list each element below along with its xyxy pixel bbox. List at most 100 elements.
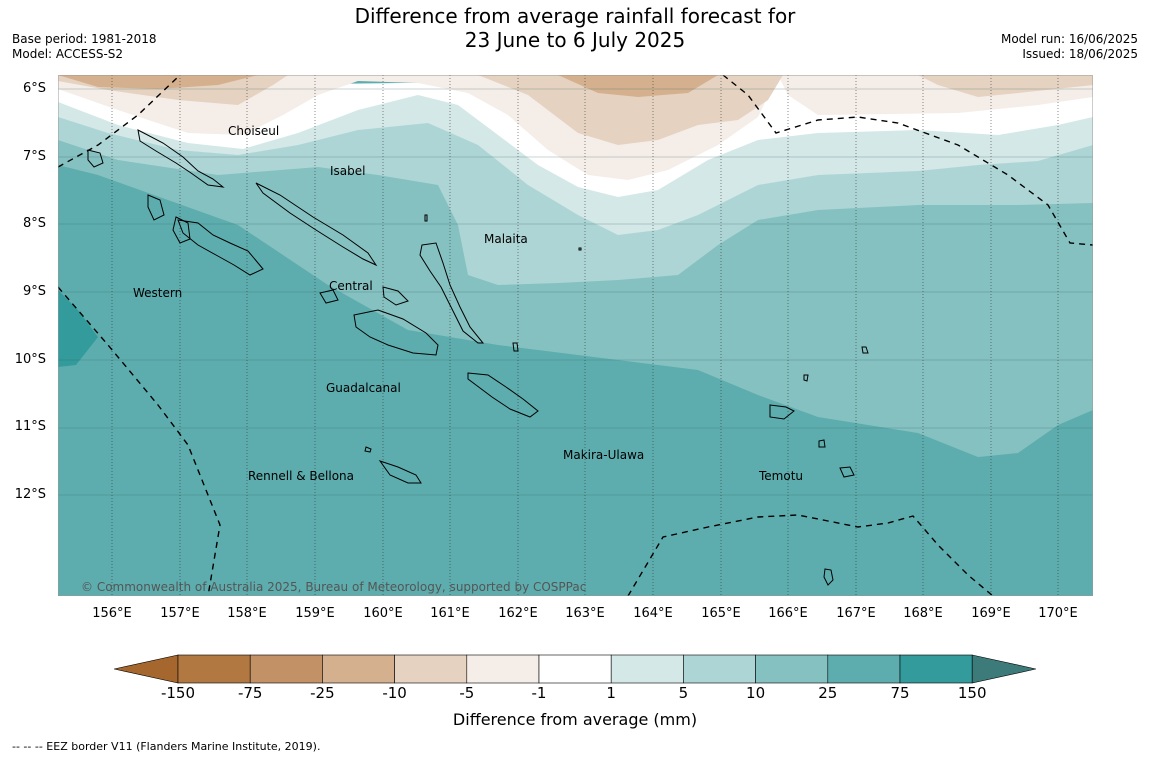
colorbar-segment <box>610 654 684 684</box>
lat-label-11s: 11°S <box>14 419 46 434</box>
colorbar-segment <box>899 654 973 684</box>
region-label-western: Western <box>133 286 183 300</box>
malaita-island <box>419 242 485 344</box>
makira-island <box>467 372 539 418</box>
colorbar-tick-label: 150 <box>957 684 987 702</box>
colorbar-segment <box>755 654 829 684</box>
colorbar-segment <box>538 654 612 684</box>
colorbar-tick-label: 10 <box>746 684 766 702</box>
colorbar-tick-label: -150 <box>160 684 196 702</box>
lon-label-161e: 161°E <box>430 606 470 621</box>
lon-label-169e: 169°E <box>971 606 1011 621</box>
colorbar-segment <box>177 654 251 684</box>
ontong-java-island <box>424 214 428 222</box>
colorbar-segment <box>394 654 468 684</box>
lon-label-158e: 158°E <box>227 606 267 621</box>
colorbar-segment <box>683 654 756 684</box>
bellona-island <box>364 446 372 453</box>
colorbar-tick-label: 75 <box>890 684 910 702</box>
lat-gridlines <box>58 88 1093 496</box>
base-period: Base period: 1981-2018 <box>12 32 157 46</box>
ranongga-island <box>147 194 165 221</box>
lon-label-166e: 166°E <box>768 606 808 621</box>
issued-date: Issued: 18/06/2025 <box>1022 47 1138 61</box>
meta-left: Base period: 1981-2018 Model: ACCESS-S2 <box>12 32 157 62</box>
region-label-choiseul: Choiseul <box>228 124 280 138</box>
lon-label-157e: 157°E <box>160 606 200 621</box>
shortland-island <box>87 149 104 168</box>
lon-label-164e: 164°E <box>633 606 673 621</box>
colorbar-tick-label: 25 <box>818 684 838 702</box>
colorbar-segment <box>827 654 901 684</box>
russell-island <box>382 286 409 306</box>
eez-border <box>58 75 1093 596</box>
region-label-temotu: Temotu <box>759 469 804 483</box>
isabel-island <box>255 182 378 267</box>
band-neg10-neg5 <box>58 75 1093 145</box>
guadalcanal-island <box>353 309 439 356</box>
region-label-malaita: Malaita <box>484 232 528 246</box>
band-neg25-neg10 <box>58 75 718 97</box>
nggela-island <box>319 289 339 304</box>
model-name: Model: ACCESS-S2 <box>12 47 124 61</box>
vella-lavella-island <box>172 216 191 244</box>
tikopia-island <box>823 568 834 586</box>
colorbar-segments <box>114 654 1036 684</box>
utupua-island <box>818 439 826 448</box>
lat-label-7s: 7°S <box>22 149 46 164</box>
lat-label-9s: 9°S <box>22 284 46 299</box>
lat-label-6s: 6°S <box>22 81 46 96</box>
colorbar-tick-label: -1 <box>531 684 547 702</box>
ulawa-island <box>512 342 519 352</box>
rainfall-map <box>58 75 1093 596</box>
model-run: Model run: 16/06/2025 <box>1000 32 1138 46</box>
vanikoro-island <box>839 466 855 478</box>
sikaiana-island <box>578 247 582 251</box>
colorbar-extend-high <box>971 654 1036 684</box>
title-line-1: Difference from average rainfall forecas… <box>354 4 796 28</box>
new-georgia-island <box>177 219 264 276</box>
eez-footnote: -- -- -- EEZ border V11 (Flanders Marine… <box>12 740 321 753</box>
colorbar-label: Difference from average (mm) <box>452 710 698 729</box>
lon-label-156e: 156°E <box>92 606 132 621</box>
colorbar-segment <box>466 654 540 684</box>
colorbar-tick-label: 5 <box>678 684 689 702</box>
meta-right: Model run: 16/06/2025 Issued: 18/06/2025 <box>1001 32 1138 62</box>
copyright-notice: © Commonwealth of Australia 2025, Bureau… <box>81 580 587 594</box>
colorbar-segment <box>249 654 323 684</box>
colorbar-segment <box>322 654 395 684</box>
map-frame <box>58 75 1093 596</box>
region-label-isabel: Isabel <box>330 164 366 178</box>
rennell-island <box>378 460 422 484</box>
colorbar-tick-label: -10 <box>382 684 407 702</box>
colorbar-tick-label: 1 <box>606 684 616 702</box>
lat-label-8s: 8°S <box>22 216 46 231</box>
lon-label-168e: 168°E <box>903 606 943 621</box>
reef-island <box>861 346 869 354</box>
lat-label-12s: 12°S <box>14 487 46 502</box>
colorbar-tick-label: -25 <box>310 684 335 702</box>
lon-label-160e: 160°E <box>363 606 403 621</box>
lon-label-167e: 167°E <box>836 606 876 621</box>
islands <box>87 129 869 586</box>
colorbar-tick-label: -75 <box>237 684 263 702</box>
santa-cruz-island <box>769 404 795 420</box>
title-line-2: 23 June to 6 July 2025 <box>464 28 686 52</box>
colorbar <box>114 654 1036 684</box>
region-label-central: Central <box>329 279 373 293</box>
colorbar-tick-label: -5 <box>459 684 475 702</box>
lon-label-162e: 162°E <box>498 606 538 621</box>
region-label-guadalcanal: Guadalcanal <box>326 381 401 395</box>
lon-label-165e: 165°E <box>701 606 741 621</box>
duff-island <box>803 374 809 382</box>
colorbar-extend-low <box>114 654 179 684</box>
region-label-makira-ulawa: Makira-Ulawa <box>563 448 645 462</box>
choiseul-island <box>137 129 225 188</box>
band-75-150 <box>58 290 98 367</box>
lat-label-10s: 10°S <box>14 352 46 367</box>
map-title: Difference from average rainfall forecas… <box>0 4 1150 52</box>
lon-label-170e: 170°E <box>1038 606 1078 621</box>
lon-label-163e: 163°E <box>565 606 605 621</box>
region-label-rennell-bellona: Rennell & Bellona <box>248 469 355 483</box>
lon-label-159e: 159°E <box>295 606 335 621</box>
